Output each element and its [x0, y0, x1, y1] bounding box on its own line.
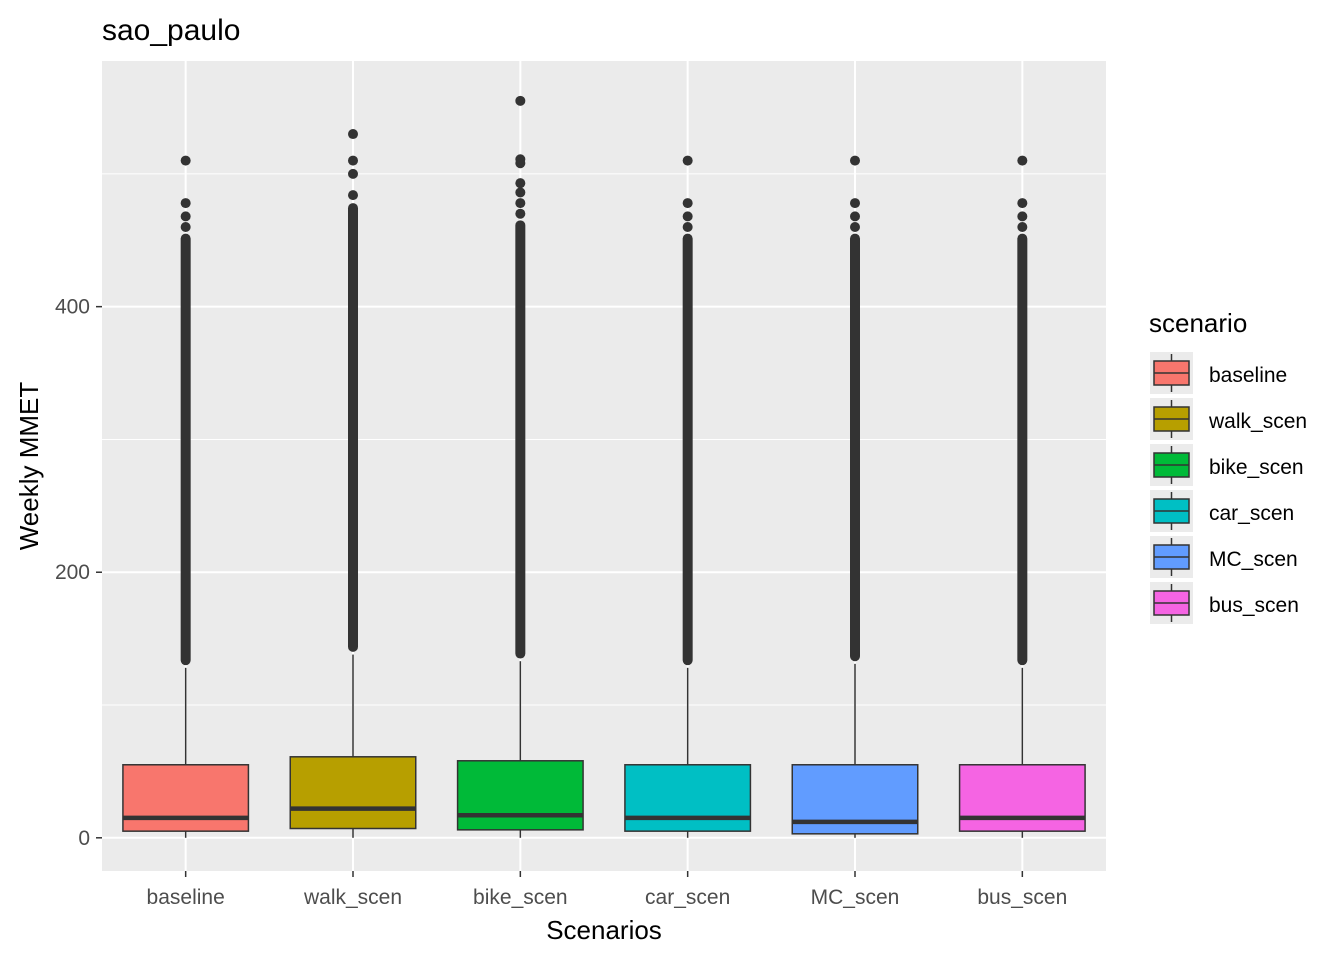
- outlier-point: [515, 154, 526, 165]
- legend-item-MC_scen: MC_scen: [1150, 536, 1298, 578]
- legend-label: car_scen: [1209, 502, 1294, 525]
- plot-panel: [102, 61, 1106, 871]
- outlier-point: [515, 208, 526, 219]
- legend-title: scenario: [1149, 308, 1247, 338]
- chart-title: sao_paulo: [102, 14, 240, 47]
- legend-item-bike_scen: bike_scen: [1150, 444, 1304, 486]
- outlier-point: [348, 168, 358, 179]
- outlier-point: [850, 221, 860, 232]
- legend-label: MC_scen: [1209, 548, 1298, 571]
- outlier-point: [348, 129, 358, 140]
- y-axis: 0 200 400: [55, 296, 102, 850]
- outlier-band: [850, 233, 860, 662]
- legend-label: bus_scen: [1209, 594, 1299, 617]
- outlier-point: [180, 211, 191, 222]
- y-tick-label: 0: [78, 827, 90, 850]
- legend-item-bus_scen: bus_scen: [1150, 582, 1299, 624]
- outlier-point: [850, 198, 860, 209]
- legend-label: bike_scen: [1209, 456, 1304, 479]
- box-body: [289, 756, 417, 830]
- x-tick-label: MC_scen: [811, 886, 900, 909]
- x-tick-label: baseline: [147, 886, 225, 909]
- outlier-point: [1017, 155, 1028, 166]
- outlier-point: [682, 198, 693, 209]
- box-MC_scen: [791, 155, 919, 838]
- outlier-band: [515, 220, 526, 659]
- box-car_scen: [624, 155, 752, 838]
- outlier-point: [348, 190, 358, 201]
- legend: scenario baseline walk_scen bike_scen car_s…: [1149, 308, 1307, 624]
- outlier-point: [180, 221, 191, 232]
- box-walk_scen: [289, 129, 417, 838]
- outlier-point: [1017, 198, 1028, 209]
- x-tick-label: car_scen: [645, 886, 730, 909]
- outlier-point: [1017, 211, 1028, 222]
- legend-label: walk_scen: [1208, 410, 1307, 433]
- y-axis-title: Weekly MMET: [14, 382, 44, 551]
- outlier-point: [682, 211, 693, 222]
- outlier-point: [850, 155, 860, 166]
- legend-item-car_scen: car_scen: [1150, 490, 1294, 532]
- y-tick-label: 200: [55, 561, 90, 584]
- x-axis-title: Scenarios: [546, 915, 662, 945]
- box-body: [624, 764, 752, 832]
- outlier-point: [682, 155, 693, 166]
- outlier-point: [180, 198, 191, 209]
- legend-item-walk_scen: walk_scen: [1150, 398, 1307, 440]
- outlier-point: [515, 95, 526, 106]
- outlier-point: [515, 198, 526, 209]
- x-axis: baseline walk_scen bike_scen car_scen MC_sce…: [147, 871, 1067, 909]
- box-bus_scen: [958, 155, 1086, 838]
- outlier-band: [1017, 233, 1028, 666]
- boxes-layer: [122, 95, 1086, 838]
- outlier-band: [348, 203, 358, 652]
- x-tick-label: walk_scen: [303, 886, 402, 909]
- legend-label: baseline: [1209, 364, 1287, 387]
- outlier-band: [180, 233, 191, 666]
- box-bike_scen: [456, 95, 584, 838]
- outlier-point: [515, 187, 526, 198]
- box-body: [958, 764, 1086, 832]
- outlier-point: [1017, 221, 1028, 232]
- legend-item-baseline: baseline: [1150, 352, 1287, 394]
- box-body: [122, 764, 250, 832]
- x-tick-label: bus_scen: [977, 886, 1067, 909]
- x-tick-label: bike_scen: [473, 886, 568, 909]
- outlier-point: [180, 155, 191, 166]
- outlier-band: [682, 233, 693, 666]
- outlier-point: [515, 178, 526, 189]
- box-baseline: [122, 155, 250, 838]
- outlier-point: [850, 211, 860, 222]
- box-body: [456, 760, 584, 831]
- y-tick-label: 400: [55, 296, 90, 319]
- outlier-point: [348, 155, 358, 166]
- outlier-point: [682, 221, 693, 232]
